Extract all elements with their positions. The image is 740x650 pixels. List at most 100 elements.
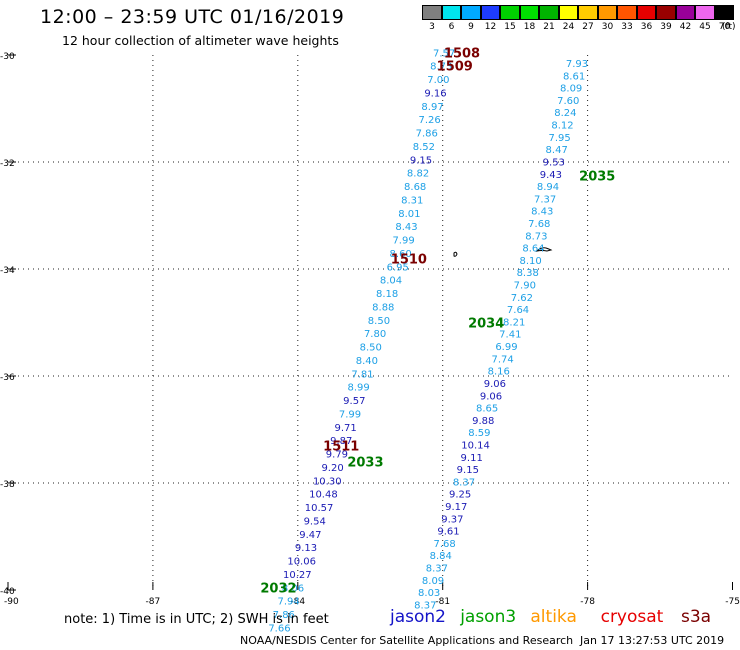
wave-height-value: 7.57 — [433, 48, 455, 59]
lon-tick-label: -84 — [290, 597, 305, 607]
wave-height-value: 9.11 — [461, 453, 483, 464]
wave-height-value: 9.61 — [437, 527, 459, 538]
legend-entry-jason2: jason2 — [390, 607, 446, 627]
color-scale-swatch — [422, 5, 442, 20]
color-scale-swatch — [461, 5, 481, 20]
lon-tick-label: -81 — [435, 597, 450, 607]
wave-height-value: 7.99 — [392, 236, 414, 247]
wave-height-value: 7.64 — [507, 305, 529, 316]
pass-number-label: 2035 — [579, 169, 615, 184]
color-scale-swatch — [578, 5, 598, 20]
wave-height-value: 8.09 — [422, 576, 444, 587]
wave-height-value: 8.82 — [407, 169, 429, 180]
pass-number-label: 2034 — [468, 317, 504, 332]
wave-height-values: 7.57 8.73 7.00 9.16 8.97 7.26 7.86 8.52 9.15 8.82… — [268, 48, 588, 634]
wave-height-value: 8.47 — [546, 145, 568, 156]
wave-height-value: 10.48 — [309, 490, 338, 501]
wave-height-value: 8.97 — [421, 102, 443, 113]
color-scale-swatch — [656, 5, 676, 20]
color-scale-swatch — [597, 5, 617, 20]
wave-height-value: 8.21 — [503, 317, 525, 328]
lon-tick-label: -90 — [4, 597, 19, 607]
wave-height-value: 7.81 — [351, 369, 373, 380]
lat-tick-label: -30 — [0, 52, 15, 62]
wave-height-value: 8.03 — [418, 588, 440, 599]
wave-height-value: 9.20 — [321, 463, 343, 474]
pass-number-label: 1509 — [437, 60, 473, 75]
lat-tick-label: -32 — [0, 159, 15, 169]
wave-height-value: 8.88 — [372, 302, 394, 313]
island-outline — [535, 247, 553, 252]
wave-height-value: 7.99 — [339, 409, 361, 420]
color-scale-unit: (ft) — [722, 22, 736, 32]
wave-height-value: 9.06 — [484, 379, 506, 390]
wave-height-value: 8.73 — [525, 231, 547, 242]
color-scale-swatch — [636, 5, 656, 20]
color-scale-label: 42 — [679, 22, 692, 32]
wave-height-value: 8.04 — [380, 276, 402, 287]
wave-height-value: 8.61 — [563, 71, 585, 82]
map-title: 12:00 – 23:59 UTC 01/16/2019 — [40, 6, 345, 28]
color-scale-swatch — [539, 5, 559, 20]
wave-height-value: 10.30 — [313, 476, 342, 487]
wave-height-value: 7.62 — [511, 293, 533, 304]
wave-height-value: 6.99 — [495, 342, 517, 353]
wave-height-value: 8.68 — [404, 182, 426, 193]
wave-height-value: 8.43 — [531, 207, 553, 218]
color-scale-label: 21 — [543, 22, 555, 32]
color-scale-label: 24 — [562, 22, 575, 32]
wave-height-value: 9.53 — [543, 157, 565, 168]
wave-height-value: 7.66 — [268, 623, 290, 634]
color-scale-label: 3 — [429, 22, 435, 32]
color-scale-label: 39 — [660, 22, 672, 32]
pass-number-label: 1511 — [323, 440, 359, 455]
wave-height-value: 8.37 — [426, 564, 448, 575]
wave-height-value: 9.06 — [480, 391, 502, 402]
pass-number-label: 2033 — [347, 456, 383, 471]
lat-lon-grid — [8, 55, 733, 590]
footnote: note: 1) Time is in UTC; 2) SWH is in fe… — [64, 612, 329, 627]
wave-height-value: 7.37 — [534, 194, 556, 205]
legend-entry-s3a: s3a — [681, 607, 712, 627]
wave-height-value: 8.40 — [356, 356, 378, 367]
color-scale-label: 18 — [523, 22, 536, 32]
color-scale-label: 12 — [484, 22, 497, 32]
wave-height-value: 7.68 — [528, 219, 550, 230]
wave-height-value: 8.99 — [348, 383, 370, 394]
wave-height-value: 7.00 — [427, 75, 449, 86]
wave-height-value: 8.52 — [413, 142, 435, 153]
wave-height-value: 8.64 — [522, 244, 544, 255]
wave-height-value: 8.59 — [468, 428, 490, 439]
wave-height-value: 8.37 — [453, 477, 475, 488]
legend-entry-jason3: jason3 — [460, 607, 517, 627]
map-subtitle: 12 hour collection of altimeter wave hei… — [62, 33, 339, 48]
wave-height-value: 10.14 — [461, 440, 490, 451]
credit-line: NOAA/NESDIS Center for Satellite Applica… — [240, 634, 574, 647]
wave-height-value: 8.24 — [554, 108, 576, 119]
color-scale-swatch — [617, 5, 637, 20]
wave-height-value: 8.10 — [519, 256, 541, 267]
wave-height-value: 9.57 — [343, 396, 365, 407]
lat-tick-label: -36 — [0, 373, 15, 383]
wave-height-value: 9.25 — [449, 490, 471, 501]
wave-height-value: 8.84 — [430, 551, 452, 562]
wave-height-value: 7.95 — [548, 133, 570, 144]
axis-ticks: -30 -32 -34 -36 -38 -40-90 -87 -84 -81 -78 -75 — [0, 52, 740, 607]
color-scale-swatch — [714, 5, 734, 20]
wave-height-value: 7.94 — [277, 597, 299, 608]
wave-height-value: 6.95 — [387, 262, 409, 273]
color-scale-label: 70 — [718, 22, 731, 32]
legend-entry-cryosat: cryosat — [600, 607, 664, 627]
lon-tick-label: -87 — [146, 597, 161, 607]
island-outline — [453, 251, 458, 257]
color-scale-label: 6 — [448, 22, 455, 32]
lat-tick-label: -34 — [0, 266, 15, 276]
wave-height-value: 8.12 — [551, 121, 573, 132]
color-scale-label: 30 — [601, 22, 614, 32]
wave-height-value: 8.06 — [282, 583, 304, 594]
wave-height-value: 8.94 — [537, 182, 559, 193]
color-scale-swatch — [695, 5, 715, 20]
